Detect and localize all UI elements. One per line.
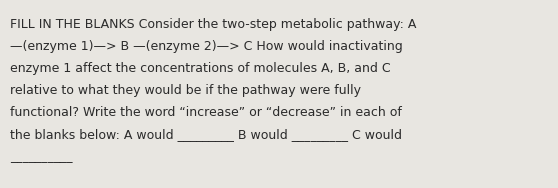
Text: functional? Write the word “increase” or “decrease” in each of: functional? Write the word “increase” or… bbox=[10, 106, 402, 119]
Text: FILL IN THE BLANKS Consider the two-step metabolic pathway: A: FILL IN THE BLANKS Consider the two-step… bbox=[10, 18, 416, 31]
Text: relative to what they would be if the pathway were fully: relative to what they would be if the pa… bbox=[10, 84, 361, 97]
Text: the blanks below: A would _________ B would _________ C would: the blanks below: A would _________ B wo… bbox=[10, 128, 402, 141]
Text: __________: __________ bbox=[10, 150, 73, 163]
Text: enzyme 1 affect the concentrations of molecules A, B, and C: enzyme 1 affect the concentrations of mo… bbox=[10, 62, 391, 75]
Text: —(enzyme 1)—> B —(enzyme 2)—> C How would inactivating: —(enzyme 1)—> B —(enzyme 2)—> C How woul… bbox=[10, 40, 403, 53]
